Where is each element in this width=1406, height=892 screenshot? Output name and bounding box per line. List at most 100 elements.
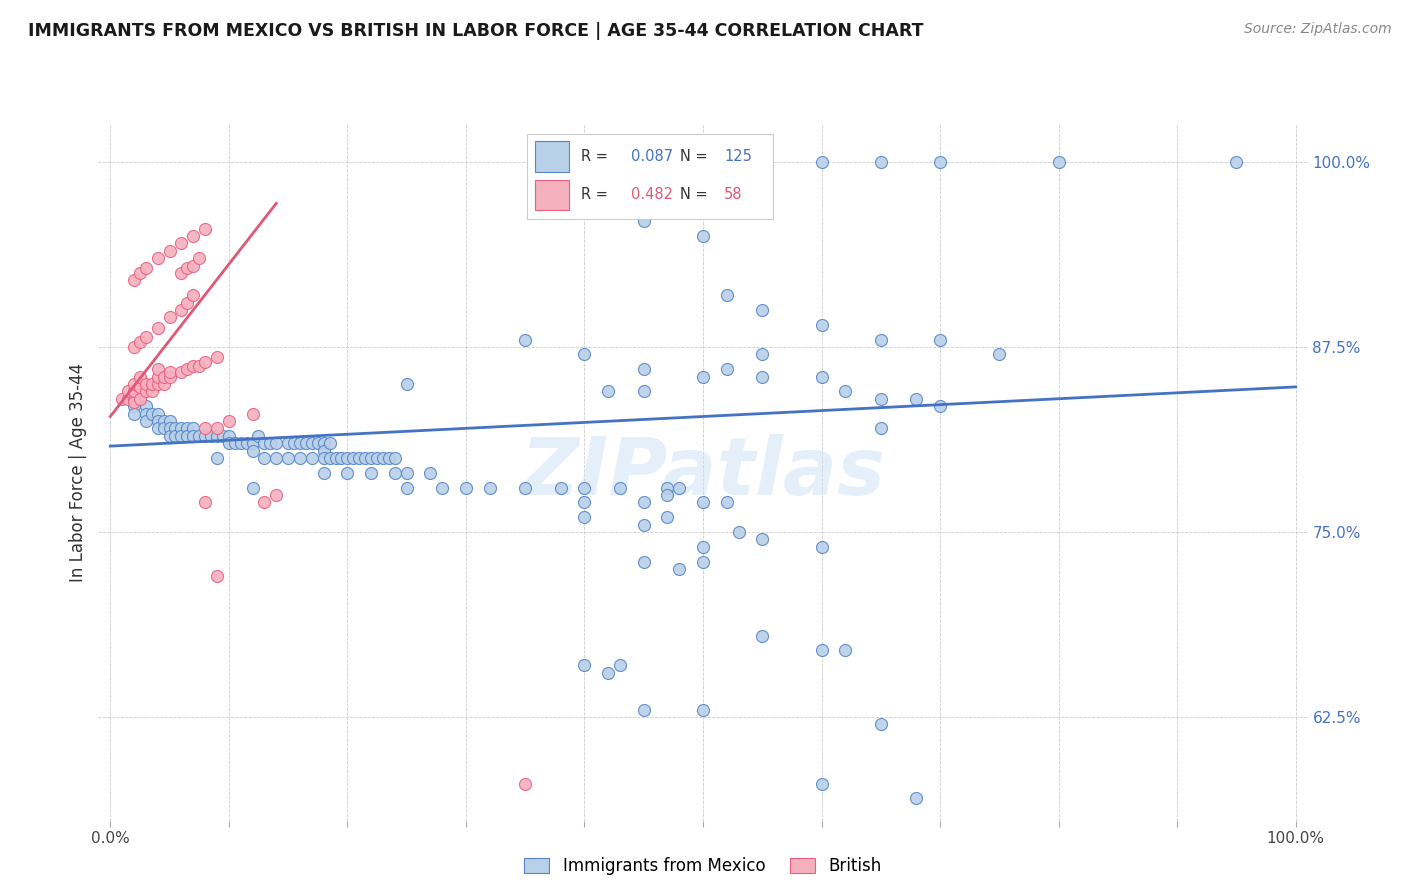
Point <box>318 436 340 450</box>
Point <box>165 421 187 435</box>
Point <box>200 429 222 443</box>
Text: IMMIGRANTS FROM MEXICO VS BRITISH IN LABOR FORCE | AGE 35-44 CORRELATION CHART: IMMIGRANTS FROM MEXICO VS BRITISH IN LAB… <box>28 22 924 40</box>
Point <box>129 392 152 406</box>
Point <box>360 466 382 480</box>
Point <box>146 421 169 435</box>
Point <box>657 481 679 495</box>
Point <box>264 436 287 450</box>
Point <box>312 466 335 480</box>
Text: 58: 58 <box>724 187 742 202</box>
Point <box>229 436 252 450</box>
Point <box>657 488 679 502</box>
Point <box>159 310 181 325</box>
Point <box>253 495 276 509</box>
Point <box>176 421 198 435</box>
Point <box>727 524 749 539</box>
Point <box>515 481 537 495</box>
Point <box>218 436 240 450</box>
Point <box>609 658 631 673</box>
Point <box>181 429 204 443</box>
Point <box>159 365 181 379</box>
Point <box>478 481 501 495</box>
Point <box>1047 154 1070 169</box>
Point <box>170 365 193 379</box>
Point <box>905 791 928 805</box>
Point <box>633 555 655 569</box>
Point <box>751 533 773 547</box>
Point <box>633 703 655 717</box>
Point <box>129 369 152 384</box>
Point <box>194 495 217 509</box>
Point <box>141 376 163 391</box>
Point <box>668 481 690 495</box>
Point <box>330 450 353 465</box>
Point <box>181 288 204 302</box>
Point <box>929 333 952 347</box>
Bar <box>534 142 569 172</box>
Point <box>122 407 145 421</box>
Point <box>218 429 240 443</box>
Point <box>692 369 714 384</box>
Point <box>810 369 832 384</box>
Point <box>152 376 174 391</box>
Point <box>336 466 359 480</box>
Point <box>117 384 139 399</box>
Point <box>141 407 163 421</box>
Point <box>288 436 311 450</box>
Point <box>869 421 891 435</box>
Point <box>395 481 418 495</box>
Point <box>122 399 145 413</box>
Point <box>188 251 211 265</box>
Point <box>574 658 596 673</box>
Point <box>181 228 204 243</box>
Text: N =: N = <box>681 149 707 164</box>
Point <box>194 429 217 443</box>
Text: 0.482: 0.482 <box>630 187 672 202</box>
Point <box>574 495 596 509</box>
Point <box>205 450 228 465</box>
Point <box>692 555 714 569</box>
Text: 125: 125 <box>724 149 752 164</box>
Point <box>325 450 347 465</box>
Point <box>342 450 364 465</box>
Point <box>129 392 152 406</box>
Point <box>242 481 264 495</box>
Point <box>657 510 679 524</box>
Point <box>170 421 193 435</box>
Point <box>277 436 299 450</box>
Point <box>188 359 211 374</box>
Point <box>668 562 690 576</box>
Point <box>692 540 714 554</box>
Point <box>152 414 174 428</box>
Point <box>929 154 952 169</box>
Point <box>598 384 620 399</box>
Point <box>301 450 323 465</box>
Point <box>869 154 891 169</box>
Point <box>312 436 335 450</box>
Point <box>122 394 145 409</box>
Point <box>419 466 441 480</box>
Point <box>205 421 228 435</box>
Point <box>170 236 193 251</box>
Point <box>574 481 596 495</box>
Point <box>247 429 270 443</box>
Point <box>170 302 193 317</box>
Point <box>295 436 318 450</box>
Text: R =: R = <box>582 187 609 202</box>
Point <box>170 266 193 280</box>
Point <box>751 347 773 361</box>
Point <box>312 450 335 465</box>
Point <box>218 414 240 428</box>
Point <box>117 392 139 406</box>
Point <box>347 450 370 465</box>
Point <box>176 295 198 310</box>
Point <box>146 251 169 265</box>
Point <box>264 450 287 465</box>
Point <box>129 266 152 280</box>
Point <box>135 384 157 399</box>
Point <box>692 228 714 243</box>
Point <box>869 717 891 731</box>
Point <box>146 376 169 391</box>
Point <box>751 629 773 643</box>
Point <box>122 384 145 399</box>
